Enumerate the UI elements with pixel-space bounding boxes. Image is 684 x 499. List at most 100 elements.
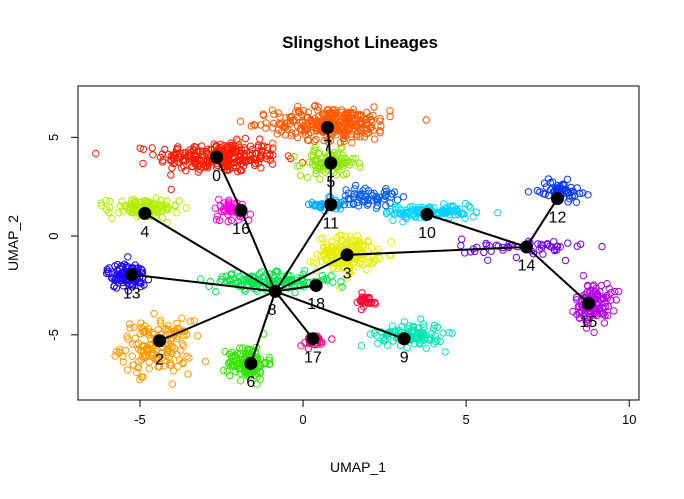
cell-point: [560, 182, 568, 190]
cell-point: [272, 267, 281, 275]
cell-point: [304, 136, 313, 145]
cell-point: [176, 356, 184, 364]
cell-point: [138, 273, 147, 282]
node-label-2: 2: [155, 352, 164, 369]
lineage-node-7: [321, 120, 335, 134]
cell-point: [471, 247, 479, 256]
cell-point: [182, 166, 190, 175]
cell-point: [559, 185, 567, 193]
cell-point: [261, 281, 269, 289]
lineage-node-2: [153, 334, 167, 348]
cell-point: [352, 243, 360, 251]
cell-point: [224, 217, 232, 226]
cell-point: [140, 327, 149, 335]
cell-point: [368, 298, 376, 306]
cell-point: [230, 362, 239, 370]
cell-point: [236, 150, 244, 158]
cell-point: [152, 194, 161, 202]
cell-point: [363, 119, 371, 128]
cell-point: [293, 133, 302, 142]
cell-point: [364, 199, 372, 208]
cell-point: [388, 190, 396, 198]
cell-point: [573, 293, 581, 301]
cell-point: [367, 189, 375, 198]
cell-point: [604, 311, 612, 320]
cell-point: [589, 282, 597, 290]
cell-point: [340, 264, 348, 272]
cell-point: [156, 319, 165, 327]
cell-point: [257, 164, 265, 172]
cell-point: [229, 358, 237, 366]
cell-point: [167, 171, 175, 179]
cell-point: [293, 122, 302, 130]
cell-point: [579, 271, 588, 280]
cell-point: [465, 202, 473, 210]
cell-point: [433, 209, 442, 217]
cell-point: [352, 154, 360, 163]
cell-point: [233, 278, 242, 287]
cell-point: [542, 183, 550, 191]
node-label-0: 0: [212, 168, 221, 185]
cell-point: [197, 275, 205, 283]
cell-point: [229, 163, 238, 172]
cell-point: [155, 363, 164, 371]
cell-point: [469, 213, 477, 221]
cell-point: [226, 151, 234, 160]
cell-point: [249, 154, 257, 162]
cell-point: [164, 325, 173, 334]
cell-point: [223, 367, 231, 375]
cell-point: [134, 363, 142, 372]
cell-point: [328, 335, 336, 343]
cell-point: [140, 322, 149, 330]
cell-point: [201, 357, 210, 366]
cell-point: [287, 154, 295, 163]
cell-point: [167, 361, 176, 370]
lineage-node-8: [268, 284, 282, 298]
cell-point: [387, 238, 395, 246]
cell-point: [602, 302, 610, 311]
cell-point: [360, 303, 368, 311]
cell-point: [233, 168, 242, 176]
cell-point: [227, 216, 236, 225]
cell-point: [318, 257, 326, 265]
cell-point: [215, 216, 224, 225]
cell-point: [380, 337, 388, 345]
cell-point: [439, 329, 447, 337]
cell-point: [136, 144, 144, 153]
cell-point: [262, 119, 270, 127]
lineage-edge-0-16: [215, 156, 242, 211]
cell-point: [323, 106, 332, 114]
cell-point: [553, 242, 561, 251]
cell-point: [457, 241, 465, 250]
cell-point: [124, 253, 132, 261]
cell-point: [316, 175, 324, 183]
cell-point: [236, 369, 244, 377]
cell-point: [393, 196, 402, 204]
y-axis-label: UMAP_2: [5, 215, 21, 271]
cell-point: [422, 344, 430, 352]
lineage-node-18: [309, 278, 323, 292]
cell-point: [300, 267, 309, 275]
plot-frame: [77, 85, 640, 401]
cell-point: [386, 107, 394, 115]
cell-point: [261, 360, 269, 368]
cell-point: [348, 158, 356, 167]
cell-point: [472, 208, 481, 216]
cell-point: [458, 235, 466, 243]
lineage-nodes: [125, 120, 595, 370]
cell-point: [262, 358, 270, 367]
cell-point: [131, 206, 139, 214]
cell-point: [137, 282, 145, 291]
cell-point: [357, 190, 365, 198]
cell-point: [448, 329, 456, 337]
cell-point: [116, 345, 124, 354]
cell-point: [320, 244, 328, 252]
lineage-node-16: [234, 203, 248, 217]
cell-point: [304, 344, 312, 353]
cell-point: [130, 323, 138, 331]
cell-point: [199, 163, 208, 172]
cell-point: [127, 196, 136, 204]
cell-point: [142, 199, 150, 207]
x-tick-label: 0: [299, 412, 306, 427]
cell-point: [174, 362, 182, 371]
